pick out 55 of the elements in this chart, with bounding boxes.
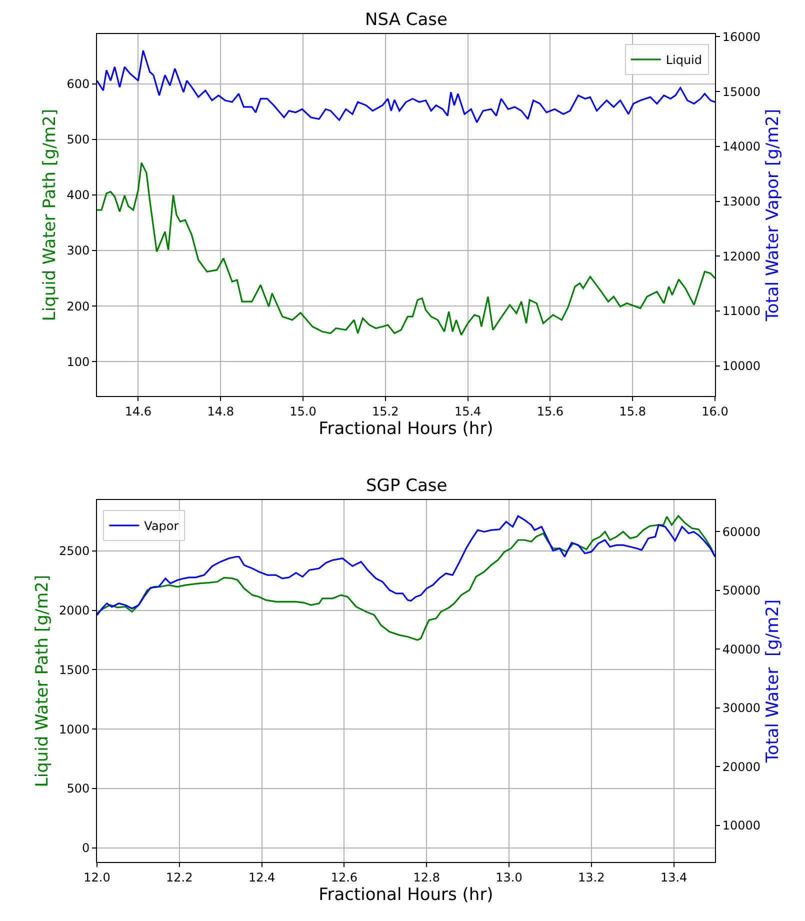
y2-tick-label: 10000 [722,359,761,374]
x-tick-label: 13.2 [578,870,605,884]
line-series [97,50,715,124]
x-tick-label: 13.4 [660,870,688,884]
x-axis-title: Fractional Hours (hr) [318,418,494,439]
x-tick-label: 15.8 [619,404,646,418]
y2-tick-label: 60000 [722,524,761,539]
x-tick-label: 13.0 [496,870,522,884]
y-tick-label: 100 [66,354,90,369]
y2-tick-label: 30000 [722,701,761,716]
x-axis-title: Fractional Hours (hr) [318,884,494,905]
y2-tick-label: 15000 [722,84,761,99]
y-tick-label: 500 [66,782,90,796]
y-tick-label: 200 [66,299,90,314]
y-tick-label: 0 [82,840,90,855]
x-tick-label: 12.8 [413,870,440,884]
legend-label: Liquid [666,53,702,68]
x-tick-label: 15.6 [536,404,564,418]
y-axis-title: Liquid Water Path [g/m2] [40,108,60,322]
y-tick-label: 1500 [59,662,90,677]
line-series [97,515,715,641]
line-series [97,515,715,616]
y-axis-title: Liquid Water Path [g/m2] [32,574,53,788]
y2-tick-label: 20000 [722,760,761,774]
x-tick-label: 15.2 [372,404,399,418]
x-tick-label: 12.0 [84,870,110,884]
y2-tick-label: 12000 [722,249,761,264]
x-tick-label: 12.6 [330,870,358,884]
line-series [97,162,715,336]
x-tick-label: 15.4 [454,404,482,418]
y2-axis-title: Total Water Vapor [g/m2] [762,108,783,322]
chart-title: SGP Case [366,476,448,496]
y2-tick-label: 50000 [722,584,761,598]
x-tick-label: 14.6 [124,404,152,418]
legend-label: Vapor [144,519,179,534]
y-tick-label: 2500 [59,544,90,558]
y-tick-label: 1000 [59,722,90,736]
chart-title: NSA Case [365,10,448,30]
y2-tick-label: 14000 [722,140,761,154]
y2-tick-label: 16000 [722,30,761,44]
y-tick-label: 600 [66,77,90,92]
x-tick-label: 12.2 [166,870,193,884]
y2-tick-label: 10000 [722,818,761,833]
y2-axis-title: Total Water [g/m2] [762,599,783,764]
y-tick-label: 400 [66,188,90,202]
y2-tick-label: 40000 [722,642,761,656]
x-tick-label: 16.0 [702,404,728,418]
x-tick-label: 15.0 [290,404,316,418]
y-tick-label: 300 [66,244,90,258]
x-tick-label: 14.8 [207,404,234,418]
y2-tick-label: 11000 [722,304,761,318]
y-tick-label: 2000 [59,604,90,618]
y2-tick-label: 13000 [722,194,761,208]
y-tick-label: 500 [66,132,90,147]
x-tick-label: 12.4 [248,870,276,884]
